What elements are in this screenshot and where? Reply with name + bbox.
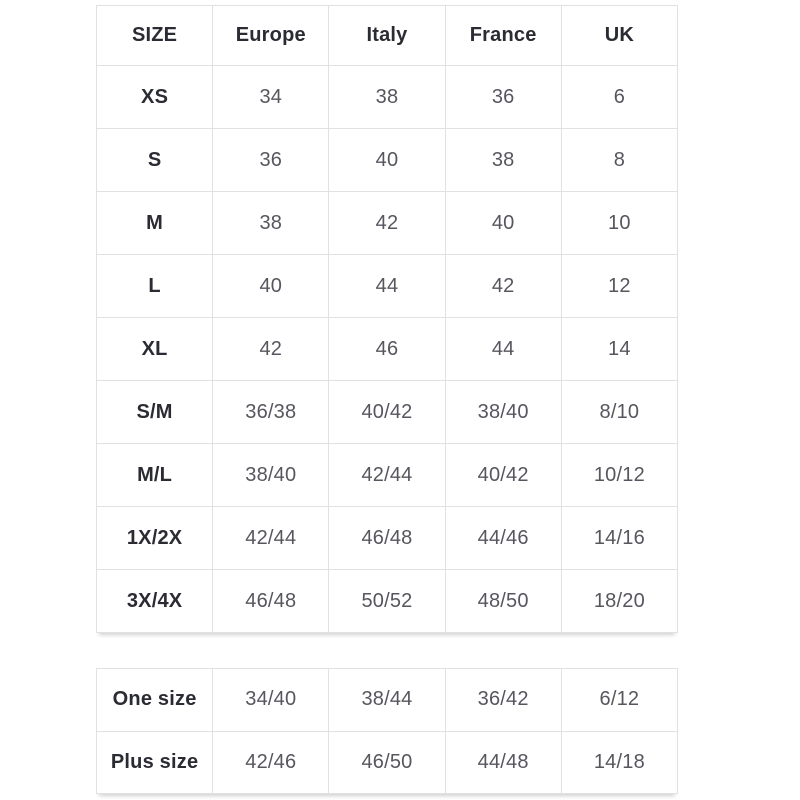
row-label: 3X/4X [95, 569, 214, 633]
size-value: 44 [328, 254, 446, 318]
size-value: 36 [444, 65, 562, 129]
table-row: XS 34 38 36 6 [95, 65, 679, 129]
row-label: XL [95, 317, 214, 381]
size-value: 12 [560, 254, 679, 318]
size-value: 46/48 [212, 569, 330, 633]
size-value: 14 [560, 317, 679, 381]
header-row: SIZE Europe Italy France UK [95, 5, 679, 66]
column-header: UK [560, 5, 679, 66]
row-label: XS [95, 65, 214, 129]
size-conversion-table: SIZE Europe Italy France UK XS 34 38 36 6 S 36 40 38 8… [95, 5, 679, 633]
table-row: 1X/2X 42/44 46/48 44/46 14/16 [95, 506, 679, 570]
size-value: 8/10 [560, 380, 679, 444]
size-value: 48/50 [444, 569, 562, 633]
size-value: 44/48 [444, 730, 562, 794]
row-label: S/M [95, 380, 214, 444]
size-value: 14/18 [560, 730, 679, 794]
row-label: Plus size [95, 730, 214, 794]
size-value: 44 [444, 317, 562, 381]
size-value: 38 [328, 65, 446, 129]
size-value: 40 [444, 191, 562, 255]
size-value: 42 [212, 317, 330, 381]
row-label: 1X/2X [95, 506, 214, 570]
size-value: 42/44 [212, 506, 330, 570]
column-header: SIZE [95, 5, 214, 66]
size-value: 42 [328, 191, 446, 255]
table-row: Plus size 42/46 46/50 44/48 14/18 [95, 730, 679, 794]
size-value: 50/52 [328, 569, 446, 633]
size-value: 40/42 [328, 380, 446, 444]
size-value: 6/12 [560, 668, 679, 732]
size-value: 6 [560, 65, 679, 129]
size-value: 42 [444, 254, 562, 318]
size-value: 40 [328, 128, 446, 192]
size-value: 34 [212, 65, 330, 129]
table-row: M/L 38/40 42/44 40/42 10/12 [95, 443, 679, 507]
table-row: S 36 40 38 8 [95, 128, 679, 192]
row-label: One size [95, 668, 214, 732]
size-value: 10/12 [560, 443, 679, 507]
row-label: M [95, 191, 214, 255]
size-value: 40/42 [444, 443, 562, 507]
size-value: 38 [212, 191, 330, 255]
table-row: S/M 36/38 40/42 38/40 8/10 [95, 380, 679, 444]
size-value: 18/20 [560, 569, 679, 633]
size-value: 36/38 [212, 380, 330, 444]
size-value: 8 [560, 128, 679, 192]
one-size-plus-size-table: One size 34/40 38/44 36/42 6/12 Plus size 42/4… [95, 668, 679, 794]
row-label: L [95, 254, 214, 318]
size-value: 46/48 [328, 506, 446, 570]
size-value: 34/40 [212, 668, 330, 732]
size-value: 44/46 [444, 506, 562, 570]
size-value: 38/40 [444, 380, 562, 444]
table-row: XL 42 46 44 14 [95, 317, 679, 381]
row-label: S [95, 128, 214, 192]
size-value: 46/50 [328, 730, 446, 794]
table-row: L 40 44 42 12 [95, 254, 679, 318]
column-header: Italy [328, 5, 446, 66]
size-value: 40 [212, 254, 330, 318]
row-label: M/L [95, 443, 214, 507]
table-row: One size 34/40 38/44 36/42 6/12 [95, 668, 679, 732]
table-row: M 38 42 40 10 [95, 191, 679, 255]
column-header: Europe [212, 5, 330, 66]
size-value: 38/40 [212, 443, 330, 507]
column-header: France [444, 5, 562, 66]
size-value: 36/42 [444, 668, 562, 732]
size-value: 36 [212, 128, 330, 192]
size-value: 10 [560, 191, 679, 255]
size-value: 38/44 [328, 668, 446, 732]
size-value: 46 [328, 317, 446, 381]
size-value: 14/16 [560, 506, 679, 570]
size-value: 42/44 [328, 443, 446, 507]
size-value: 42/46 [212, 730, 330, 794]
table-row: 3X/4X 46/48 50/52 48/50 18/20 [95, 569, 679, 633]
size-value: 38 [444, 128, 562, 192]
